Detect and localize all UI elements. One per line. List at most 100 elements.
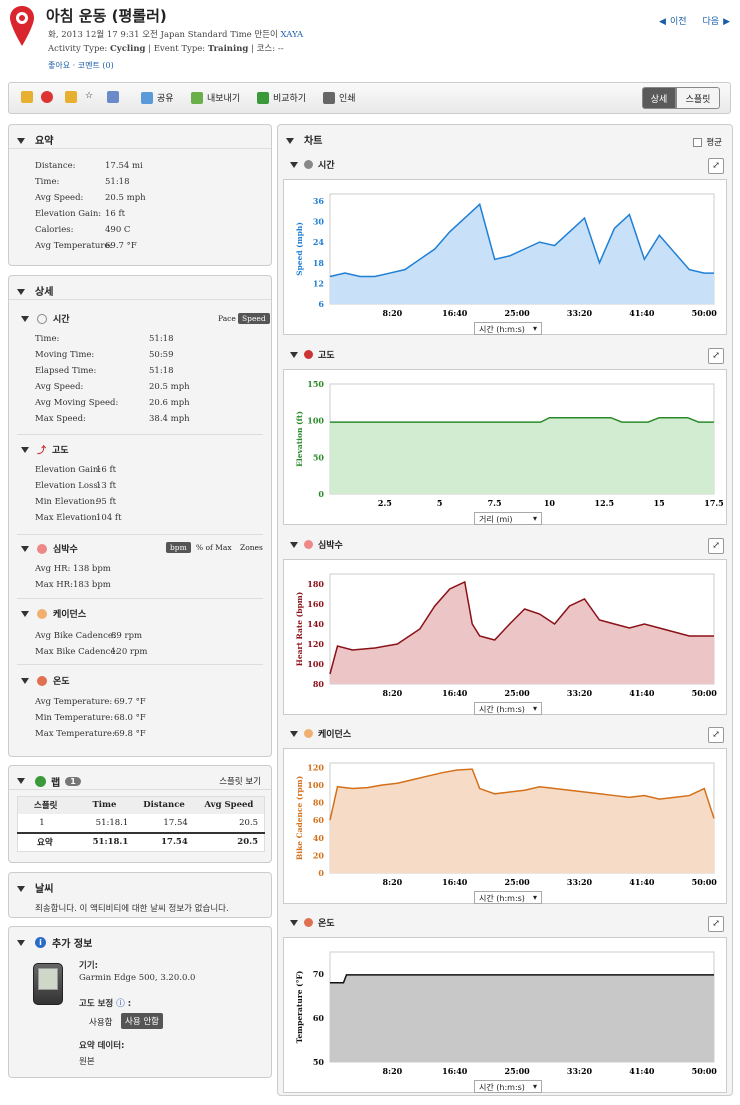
like-link[interactable]: 좋아요 xyxy=(48,61,71,70)
expand-chart-icon[interactable]: ⤢ xyxy=(708,916,724,932)
elevation-stat-label: Max Elevation: xyxy=(35,513,100,523)
x-axis-selector[interactable]: 시간 (h:m:s) ▾ xyxy=(474,1080,542,1093)
activity-title[interactable]: 아침 운동 (평롤러) xyxy=(46,7,167,25)
x-axis-selector[interactable]: 거리 (mi) ▾ xyxy=(474,512,542,525)
details-panel: 상세 시간 Pace Speed Time: 51:18 Moving Time: 5… xyxy=(8,275,272,757)
extra-info-header[interactable]: i 추가 정보 xyxy=(9,927,271,951)
series-area xyxy=(330,417,714,494)
expand-chart-icon[interactable]: ⤢ xyxy=(708,348,724,364)
clock-icon xyxy=(37,313,47,324)
compare-button[interactable]: 비교하기 xyxy=(257,91,306,104)
x-axis-selector[interactable]: 시간 (h:m:s) ▾ xyxy=(474,322,542,335)
summary-value: 17.54 mi xyxy=(105,161,143,171)
pct-max-toggle[interactable]: % of Max xyxy=(196,543,232,552)
map-pin-icon xyxy=(10,6,34,46)
help-icon[interactable]: ⓘ xyxy=(116,999,125,1009)
next-arrow-icon[interactable]: ▶ xyxy=(723,17,730,27)
heart-icon xyxy=(304,540,313,549)
prev-arrow-icon[interactable]: ◀ xyxy=(659,17,666,27)
share-button[interactable]: 공유 xyxy=(141,91,174,104)
y-tick-label: 40 xyxy=(313,833,325,843)
y-axis-label: Heart Rate (bpm) xyxy=(295,592,304,666)
y-tick-label: 150 xyxy=(307,379,324,389)
expand-chart-icon[interactable]: ⤢ xyxy=(708,727,724,743)
toolbar: ☆ 공유 내보내기 비교하기 인쇄 상세 스플릿 xyxy=(8,82,731,114)
export-button[interactable]: 내보내기 xyxy=(191,91,240,104)
x-axis-selector[interactable]: 시간 (h:m:s) ▾ xyxy=(474,891,542,904)
comments-link[interactable]: 코멘트 (0) xyxy=(77,61,114,70)
chart-header-2[interactable]: 심박수 xyxy=(290,538,343,551)
chart-header-4[interactable]: 온도 xyxy=(290,916,335,929)
chart-svg-1: 150 100 50 0 2.5 5 7.5 10 12.5 15 17.5 Elevation (f… xyxy=(295,379,724,508)
elevation-section-header[interactable]: ⤴ 고도 xyxy=(21,443,69,456)
series-area xyxy=(330,582,714,684)
details-header[interactable]: 상세 xyxy=(9,276,271,300)
delete-icon[interactable] xyxy=(41,91,57,103)
elev-corr-off[interactable]: 사용 안함 xyxy=(121,1013,163,1029)
y-tick-label: 18 xyxy=(313,258,325,268)
x-axis-selector[interactable]: 시간 (h:m:s) ▾ xyxy=(474,702,542,715)
zones-toggle[interactable]: Zones xyxy=(240,543,263,552)
star-icon[interactable]: ☆ xyxy=(85,91,94,101)
info-icon: i xyxy=(35,937,46,948)
heart-icon xyxy=(37,543,47,554)
tab-splits[interactable]: 스플릿 xyxy=(676,87,720,109)
summary-value: 16 ft xyxy=(105,209,126,219)
elevation-stat-value: 95 ft xyxy=(96,497,117,507)
print-button[interactable]: 인쇄 xyxy=(323,91,356,104)
hr-stat-value: 138 bpm xyxy=(73,564,111,574)
y-tick-label: 30 xyxy=(313,217,325,227)
x-tick-label: 16:40 xyxy=(442,1066,468,1076)
temp-stat-value: 68.0 °F xyxy=(114,713,146,723)
summary-panel: 요약 Distance: 17.54 mi Time: 51:18 Avg Speed:… xyxy=(8,124,272,266)
tab-detail[interactable]: 상세 xyxy=(642,87,676,109)
next-link[interactable]: 다음 xyxy=(702,17,720,27)
time-stat-value: 50:59 xyxy=(149,350,174,360)
y-tick-label: 60 xyxy=(313,815,325,825)
x-tick-label: 33:20 xyxy=(567,877,593,887)
time-section-header[interactable]: 시간 xyxy=(21,312,70,325)
badge-icon[interactable] xyxy=(107,91,123,103)
chart-4: 70 60 50 8:20 16:40 25:00 33:20 41:40 50:00 Tempe… xyxy=(283,937,727,1093)
average-toggle[interactable]: 평균 xyxy=(693,136,722,148)
x-tick-label: 8:20 xyxy=(383,688,403,698)
time-stat-label: Max Speed: xyxy=(35,414,86,424)
speed-toggle[interactable]: Speed xyxy=(238,313,270,324)
chart-header-0[interactable]: 시간 xyxy=(290,158,335,171)
chevron-down-icon: ▾ xyxy=(532,1082,537,1091)
user-link[interactable]: XAYA xyxy=(280,30,304,40)
split-view-link[interactable]: 스플릿 보기 xyxy=(219,777,261,787)
activity-nav: ◀ 이전 다음 ▶ xyxy=(655,14,730,27)
chart-header-1[interactable]: 고도 xyxy=(290,348,335,361)
prev-link[interactable]: 이전 xyxy=(669,17,687,27)
cadence-stat-value: 89 rpm xyxy=(111,631,143,641)
temp-section-header[interactable]: 온도 xyxy=(21,674,70,687)
charts-header[interactable]: 차트 xyxy=(278,125,732,149)
chart-svg-3: 120 100 80 60 40 20 0 8:20 16:40 25:00 33:20 41:40 5… xyxy=(295,762,717,887)
series-area xyxy=(330,769,714,873)
expand-chart-icon[interactable]: ⤢ xyxy=(708,538,724,554)
edit-icon[interactable] xyxy=(21,91,37,103)
x-tick-label: 8:20 xyxy=(383,877,403,887)
weather-header[interactable]: 날씨 xyxy=(9,873,271,897)
chart-2: 180 160 140 120 100 80 8:20 16:40 25:00 33:20 41:4… xyxy=(283,559,727,715)
laps-header[interactable]: 랩 1 스플릿 보기 xyxy=(9,766,271,790)
y-tick-label: 24 xyxy=(313,237,325,247)
y-tick-label: 100 xyxy=(307,416,324,426)
expand-chart-icon[interactable]: ⤢ xyxy=(708,158,724,174)
elevation-stat-value: 104 ft xyxy=(96,513,122,523)
elev-corr-on[interactable]: 사용함 xyxy=(89,1018,113,1028)
table-row[interactable]: 1 51:18.1 17.54 20.5 xyxy=(39,817,258,828)
pace-toggle[interactable]: Pace xyxy=(218,314,236,323)
chart-svg-2: 180 160 140 120 100 80 8:20 16:40 25:00 33:20 41:4… xyxy=(295,573,717,698)
time-stat-value: 20.6 mph xyxy=(149,398,190,408)
lock-icon[interactable] xyxy=(65,91,81,103)
average-checkbox[interactable] xyxy=(693,137,703,147)
clock-icon xyxy=(304,160,313,169)
cadence-section-header[interactable]: 케이던스 xyxy=(21,607,86,620)
summary-header[interactable]: 요약 xyxy=(9,125,271,149)
bpm-toggle[interactable]: bpm xyxy=(166,542,191,553)
hr-section-header[interactable]: 심박수 xyxy=(21,542,78,555)
chart-header-3[interactable]: 케이던스 xyxy=(290,727,351,740)
summary-value: 20.5 mph xyxy=(105,193,146,203)
